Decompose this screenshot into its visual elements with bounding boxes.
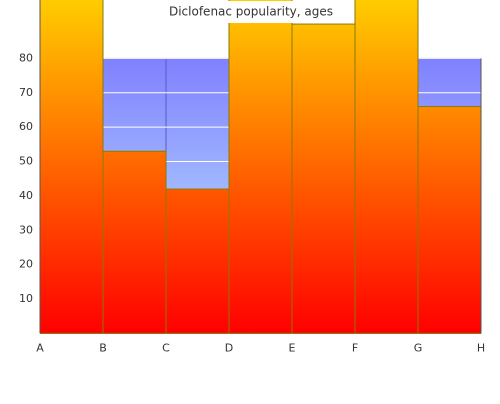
y-tick-label: 30 (19, 223, 33, 236)
step-segment (165, 188, 230, 334)
step-segment (417, 106, 481, 334)
x-tick-label: C (162, 341, 170, 354)
step-segment (40, 0, 104, 334)
step-segment (102, 150, 167, 334)
x-tick-label: F (352, 341, 358, 354)
y-tick-label: 60 (19, 120, 33, 133)
y-tick-label: 40 (19, 189, 33, 202)
y-tick-label: 80 (19, 51, 33, 64)
step-segment (228, 0, 293, 334)
y-tick-label: 20 (19, 258, 33, 271)
title-box (155, 1, 347, 23)
chart-title: Diclofenac popularity, ages (169, 5, 333, 19)
x-tick-label: E (289, 341, 296, 354)
x-tick-label: D (225, 341, 233, 354)
step-segment (291, 23, 356, 334)
x-tick-label: A (36, 341, 44, 354)
x-tick-label: G (414, 341, 423, 354)
y-tick-label: 50 (19, 155, 33, 168)
x-tick-label: H (477, 341, 485, 354)
y-tick-label: 70 (19, 86, 33, 99)
y-tick-label: 10 (19, 292, 33, 305)
x-tick-label: B (99, 341, 107, 354)
step-segment (354, 0, 419, 334)
